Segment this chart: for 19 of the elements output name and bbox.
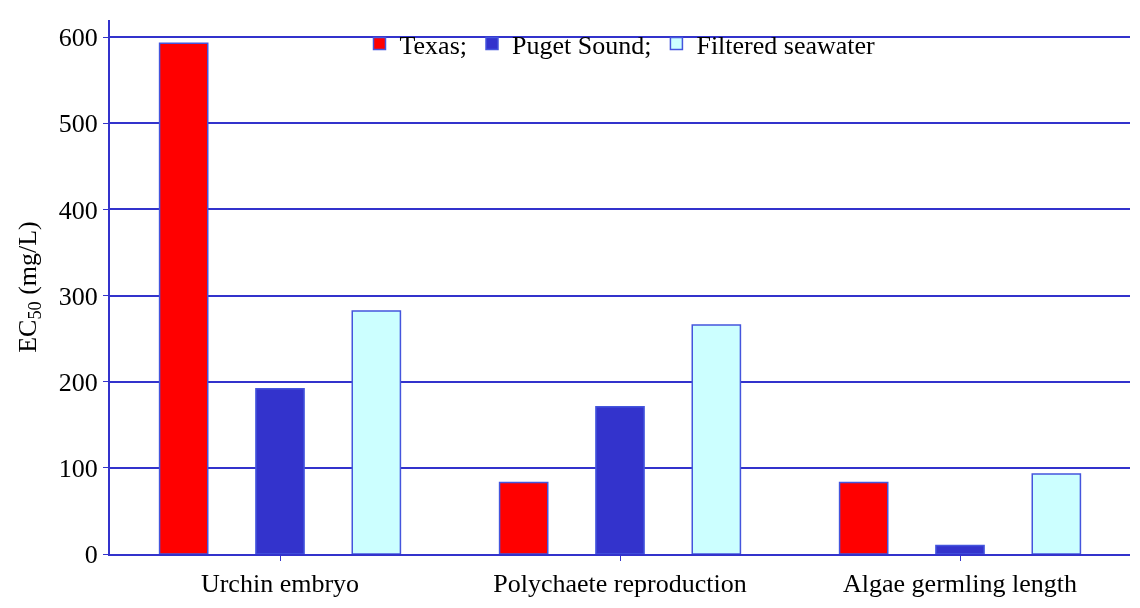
legend-label: Filtered seawater — [696, 30, 876, 60]
y-tick-label: 200 — [58, 367, 98, 397]
legend-label: Puget Sound; — [512, 30, 652, 60]
y-tick-label: 0 — [84, 540, 98, 570]
bar — [1031, 473, 1082, 554]
y-tick-label: 300 — [58, 281, 98, 311]
y-tick-label: 400 — [58, 195, 98, 225]
y-tick-label: 100 — [58, 453, 98, 483]
bar — [351, 310, 402, 554]
bar — [498, 481, 549, 554]
y-tick-label: 500 — [58, 109, 98, 139]
bar — [158, 42, 209, 554]
x-tick-label: Urchin embryo — [200, 569, 360, 599]
x-tick-label: Algae germling length — [843, 569, 1077, 599]
legend-label: Texas; — [399, 30, 467, 60]
bar — [838, 481, 889, 554]
bar — [691, 324, 742, 554]
y-tick-label: 600 — [58, 23, 98, 53]
x-tick-label: Polychaete reproduction — [493, 569, 747, 599]
